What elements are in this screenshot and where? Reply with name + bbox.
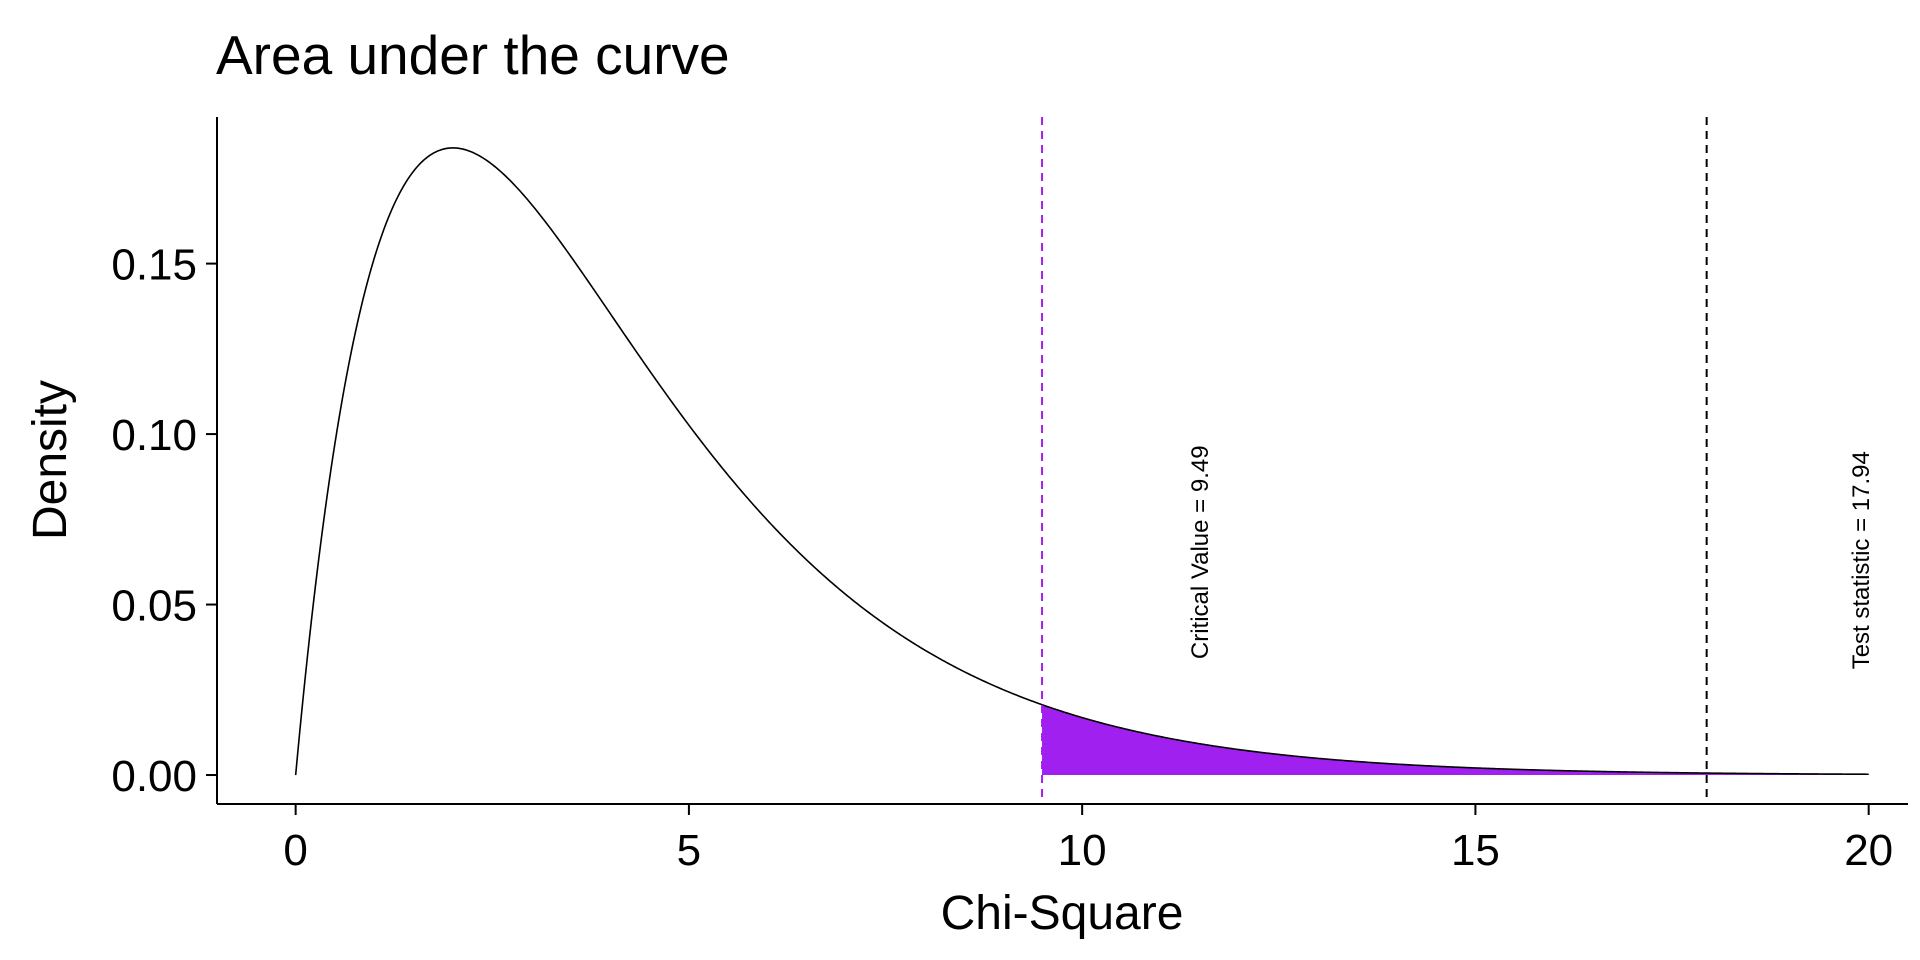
x-tick-label: 5 [677, 826, 701, 875]
y-axis-title: Density [24, 380, 77, 540]
annotation-label-1: Critical Value = 9.49 [1187, 445, 1214, 659]
x-tick-label: 20 [1844, 826, 1893, 875]
density-curve [294, 147, 1869, 776]
shaded-area [1042, 704, 1869, 776]
x-tick-label: 10 [1058, 826, 1107, 875]
annotations: Critical Value = 9.49 Test statistic = 17… [1187, 445, 1875, 669]
chart-title: Area under the curve [216, 24, 730, 86]
plot-area [294, 117, 1869, 804]
x-ticks: 0 5 10 15 20 [283, 804, 1893, 875]
y-tick-label: 0.10 [111, 411, 197, 460]
x-tick-label: 0 [283, 826, 307, 875]
y-tick-label: 0.15 [111, 241, 197, 290]
x-tick-label: 15 [1451, 826, 1500, 875]
y-tick-label: 0.00 [111, 752, 197, 801]
x-axis-title: Chi-Square [941, 887, 1184, 940]
y-tick-label: 0.05 [111, 582, 197, 631]
annotation-label-2: Test statistic = 17.94 [1848, 451, 1875, 669]
y-ticks: 0.00 0.05 0.10 0.15 [111, 241, 217, 801]
